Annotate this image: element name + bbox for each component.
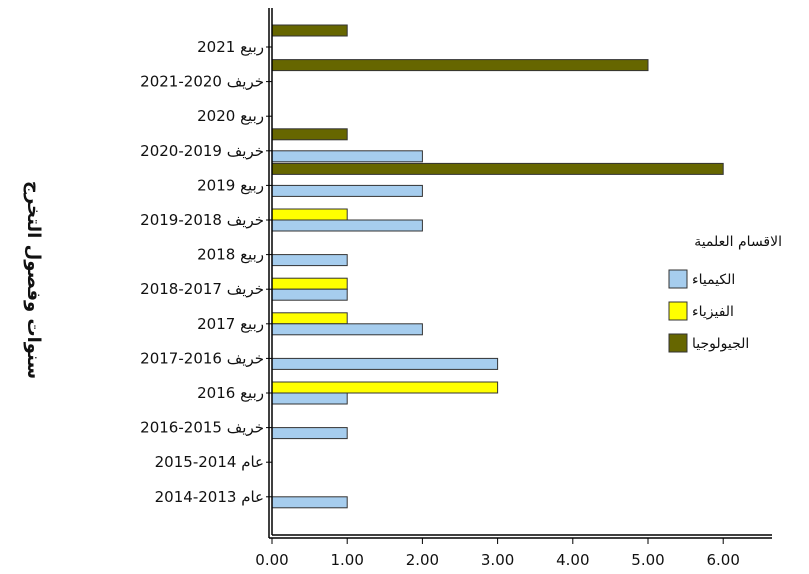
bar: [271, 254, 348, 267]
axes-group: ربيع 2021 خريف 2020-2021 ربيع 2020 خريف 201…: [140, 8, 772, 569]
y-tick-label: خريف 2020-2021: [140, 73, 264, 91]
x-tick-label: 5.00: [631, 551, 664, 569]
y-tick-label: ربيع 2018: [197, 246, 264, 264]
bar: [271, 162, 724, 175]
bar: [271, 357, 499, 370]
bar: [271, 381, 499, 394]
bar: [271, 184, 423, 197]
legend-label: الكيمياء: [692, 272, 735, 288]
y-tick-label: خريف 2015-2016: [140, 419, 264, 437]
legend-title: الاقسام العلمية: [694, 234, 782, 250]
bar: [271, 312, 348, 325]
x-tick-label: 0.00: [255, 551, 288, 569]
bar: [271, 24, 348, 37]
bar: [271, 150, 423, 163]
x-tick-label: 2.00: [406, 551, 439, 569]
bar: [271, 219, 423, 232]
bar: [271, 392, 348, 405]
legend: الاقسام العلمية الكيمياء الفيزياء الجيولوجي…: [668, 234, 782, 353]
bar: [271, 288, 348, 301]
y-tick-label: خريف 2019-2020: [140, 142, 264, 160]
bars-group: [271, 24, 724, 509]
y-axis-title: سنوات وفصول التخرج: [23, 181, 44, 379]
y-tick-label: خريف 2018-2019: [140, 211, 264, 229]
legend-label: الفيزياء: [692, 304, 734, 320]
y-tick-label: ربيع 2019: [197, 176, 264, 194]
y-tick-label: خريف 2017-2018: [140, 280, 264, 298]
bar: [271, 427, 348, 440]
legend-swatch: [668, 301, 688, 321]
x-tick-label: 4.00: [556, 551, 589, 569]
y-tick-label: عام 2014-2015: [155, 453, 264, 471]
bar: [271, 128, 348, 141]
y-tick-label: عام 2013-2014: [155, 488, 264, 506]
x-tick-label: 1.00: [330, 551, 363, 569]
y-tick-label: ربيع 2021: [197, 38, 264, 56]
y-tick-label: ربيع 2017: [197, 315, 264, 333]
bar: [271, 496, 348, 509]
x-tick-label: 3.00: [481, 551, 514, 569]
bar: [271, 277, 348, 290]
legend-swatch: [668, 269, 688, 289]
bar: [271, 59, 649, 72]
y-tick-label: ربيع 2016: [197, 384, 264, 402]
bar: [271, 208, 348, 221]
y-tick-label: خريف 2016-2017: [140, 349, 264, 367]
bar: [271, 323, 423, 336]
legend-label: الجيولوجيا: [692, 336, 749, 352]
x-tick-label: 6.00: [706, 551, 739, 569]
y-tick-label: ربيع 2020: [197, 107, 264, 125]
legend-swatch: [668, 333, 688, 353]
